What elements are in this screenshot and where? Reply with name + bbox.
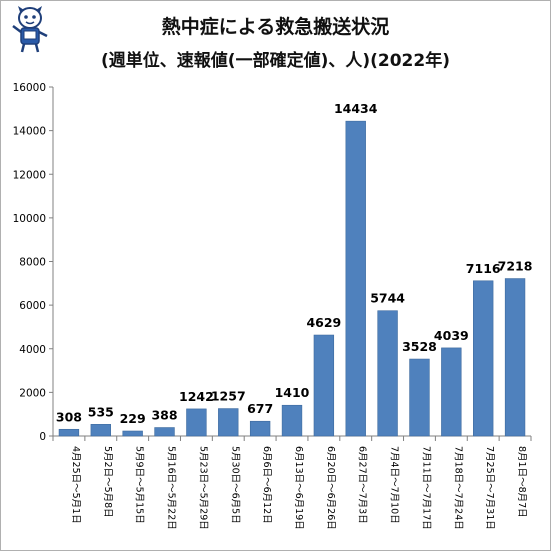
y-tick-label: 14000	[13, 126, 46, 138]
x-tick-label: 7月25日～7月31日	[484, 446, 495, 530]
x-axis-labels: 4月25日～5月1日 5月2日～5月8日 5月9日～5月15日 5月16日～5月22日…	[70, 446, 527, 530]
y-tick-label: 16000	[13, 82, 46, 94]
data-label: 229	[120, 411, 146, 426]
data-label: 7116	[466, 261, 501, 276]
data-label: 677	[247, 401, 273, 416]
data-label: 3528	[402, 339, 437, 354]
bar	[154, 427, 175, 437]
bar	[90, 424, 111, 437]
data-label: 388	[151, 408, 177, 423]
data-label: 535	[88, 404, 114, 419]
bar	[122, 430, 143, 437]
bar	[313, 334, 335, 437]
data-label: 7218	[498, 259, 533, 274]
chart-axes: 0 2000 4000 6000 8000 10000 12000 14000 16000	[13, 82, 532, 443]
bar	[218, 408, 239, 437]
x-tick-label: 6月20日～6月26日	[325, 446, 336, 530]
bar-series	[58, 120, 526, 437]
mascot-character-icon	[12, 6, 48, 53]
data-label: 4039	[434, 328, 469, 343]
x-tick-label: 7月18日～7月24日	[452, 446, 463, 530]
y-tick-label: 0	[39, 431, 46, 443]
x-tick-label: 5月30日～6月5日	[229, 446, 240, 524]
x-tick-label: 7月11日～7月17日	[420, 446, 431, 530]
chart-subtitle: (週単位、速報値(一部確定値)、人)(2022年)	[101, 51, 450, 71]
x-tick-label: 5月16日～5月22日	[166, 446, 177, 530]
bar	[473, 280, 494, 437]
bar	[441, 347, 462, 437]
y-tick-label: 2000	[19, 387, 46, 399]
bar	[345, 120, 366, 437]
bar	[409, 358, 430, 437]
x-tick-label: 6月13日～6月19日	[293, 446, 304, 530]
data-label: 5744	[370, 291, 405, 306]
data-label: 308	[56, 409, 82, 424]
data-label: 1242	[179, 389, 214, 404]
y-tick-label: 12000	[13, 169, 46, 181]
y-tick-label: 4000	[19, 344, 46, 356]
x-tick-label: 7月4日～7月10日	[389, 446, 400, 524]
data-label: 1410	[275, 385, 310, 400]
bar	[249, 420, 271, 437]
y-tick-label: 8000	[19, 257, 46, 269]
data-label: 4629	[306, 315, 341, 330]
bar	[186, 408, 207, 437]
x-tick-label: 4月25日～5月1日	[70, 446, 81, 524]
x-tick-label: 6月27日～7月3日	[357, 446, 368, 524]
data-label: 1257	[211, 389, 246, 404]
x-tick-label: 5月2日～5月8日	[102, 446, 113, 518]
x-tick-label: 5月23日～5月29日	[197, 446, 208, 530]
x-tick-label: 5月9日～5月15日	[134, 446, 145, 524]
y-tick-label: 10000	[13, 213, 46, 225]
y-tick-label: 6000	[19, 300, 46, 312]
bar	[58, 428, 80, 437]
x-tick-label: 6月6日～6月12日	[261, 446, 272, 524]
chart-title: 熱中症による救急搬送状況	[161, 16, 390, 38]
x-tick-label: 8月1日～8月7日	[516, 446, 527, 518]
bar	[377, 310, 398, 437]
bar	[504, 278, 526, 437]
data-label: 14434	[334, 101, 378, 116]
bar	[281, 404, 303, 437]
